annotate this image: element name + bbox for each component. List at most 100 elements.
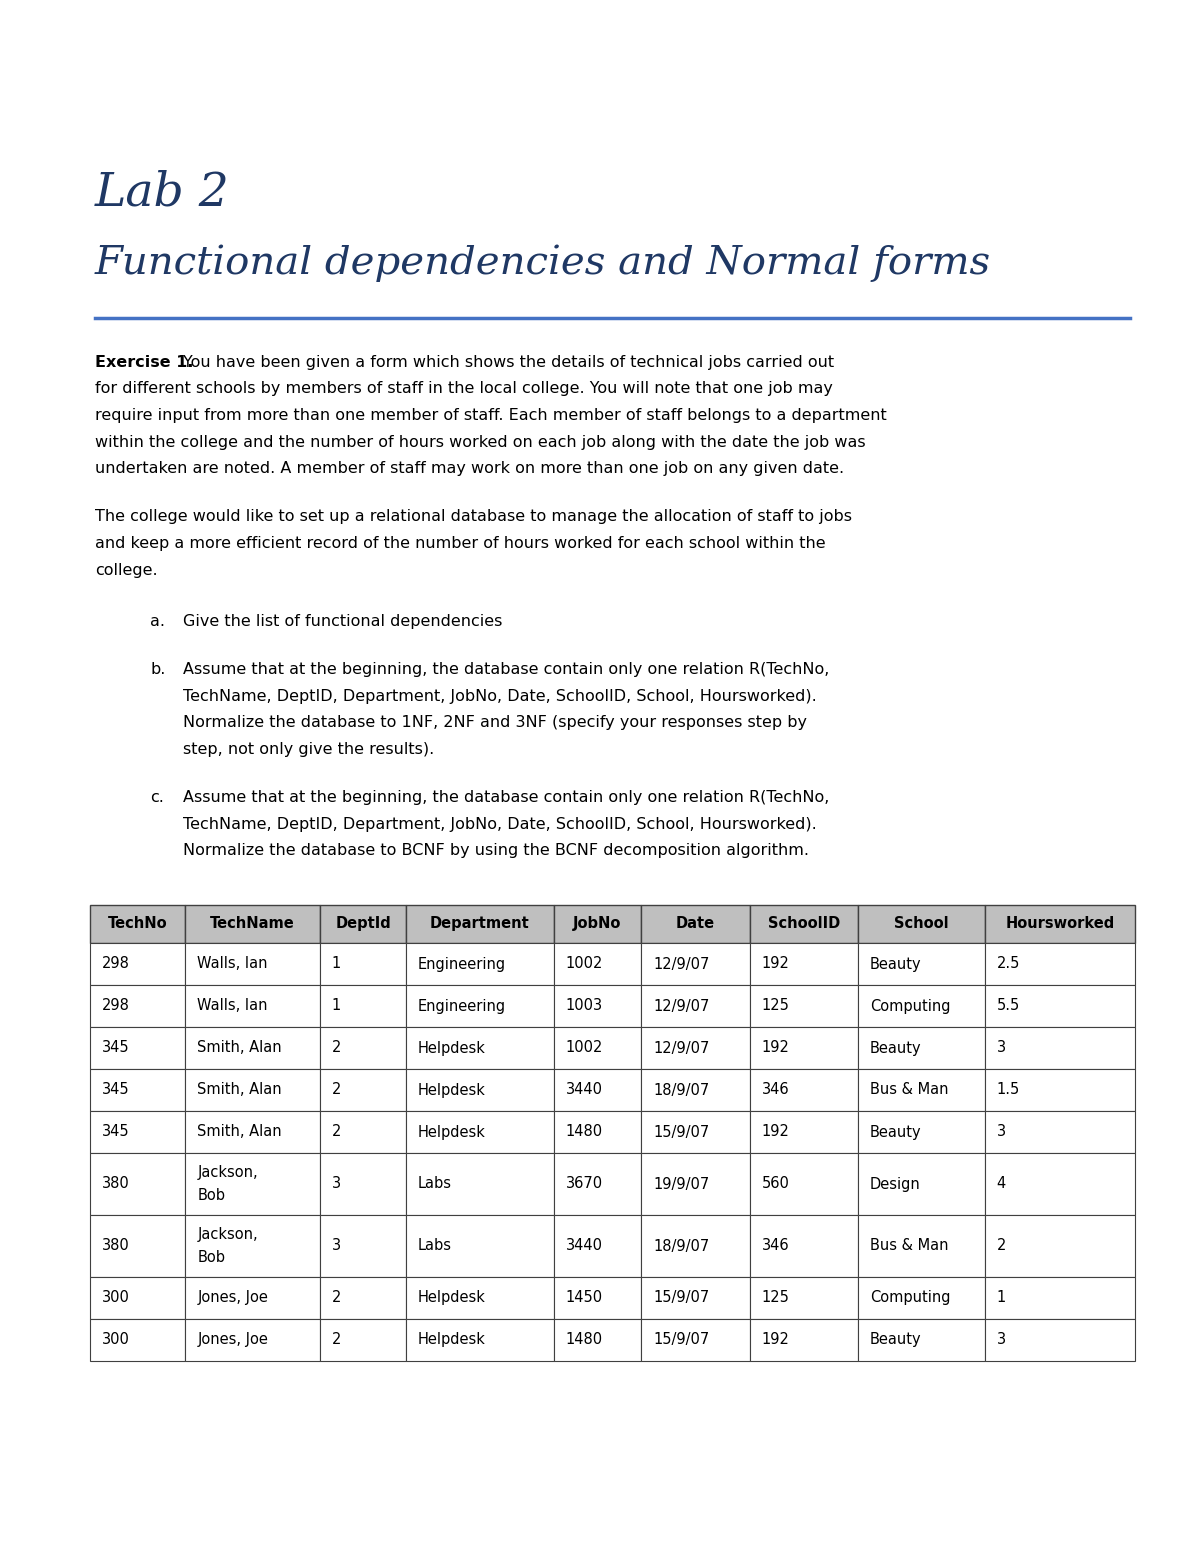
Text: Helpdesk: Helpdesk <box>418 1291 486 1306</box>
Text: 18/9/07: 18/9/07 <box>653 1082 709 1098</box>
Text: 12/9/07: 12/9/07 <box>653 957 709 972</box>
Bar <box>553 1110 641 1152</box>
Bar <box>750 1277 858 1318</box>
Bar <box>185 1027 320 1068</box>
Text: require input from more than one member of staff. Each member of staff belongs t: require input from more than one member … <box>95 408 887 422</box>
Text: Functional dependencies and Normal forms: Functional dependencies and Normal forms <box>95 245 991 283</box>
Bar <box>90 1277 185 1318</box>
Text: 125: 125 <box>762 999 790 1014</box>
Bar <box>90 1214 185 1277</box>
Bar <box>750 905 858 943</box>
Text: for different schools by members of staff in the local college. You will note th: for different schools by members of staf… <box>95 382 833 396</box>
Text: Design: Design <box>870 1177 920 1191</box>
Bar <box>406 985 553 1027</box>
Text: 300: 300 <box>102 1291 130 1306</box>
Bar <box>320 1152 406 1214</box>
Text: Department: Department <box>430 916 529 932</box>
Text: 4: 4 <box>997 1177 1006 1191</box>
Text: 1: 1 <box>997 1291 1006 1306</box>
Text: 192: 192 <box>762 1332 790 1348</box>
Text: 2: 2 <box>332 1041 341 1056</box>
Text: 345: 345 <box>102 1124 130 1140</box>
Bar <box>750 985 858 1027</box>
Text: Smith, Alan: Smith, Alan <box>197 1124 282 1140</box>
Text: 3440: 3440 <box>565 1082 602 1098</box>
Text: 15/9/07: 15/9/07 <box>653 1291 709 1306</box>
Text: Computing: Computing <box>870 999 950 1014</box>
Text: TechName: TechName <box>210 916 295 932</box>
Text: Jackson,: Jackson, <box>197 1165 258 1180</box>
Bar <box>185 985 320 1027</box>
Text: 560: 560 <box>762 1177 790 1191</box>
Bar <box>985 1214 1135 1277</box>
Bar <box>553 1318 641 1360</box>
Bar <box>858 985 985 1027</box>
Bar <box>641 1318 750 1360</box>
Bar <box>406 1214 553 1277</box>
Bar <box>553 905 641 943</box>
Bar <box>553 1277 641 1318</box>
Bar <box>858 1110 985 1152</box>
Bar <box>641 985 750 1027</box>
Bar <box>320 1110 406 1152</box>
Text: Smith, Alan: Smith, Alan <box>197 1082 282 1098</box>
Text: 345: 345 <box>102 1041 130 1056</box>
Text: 1002: 1002 <box>565 957 604 972</box>
Bar <box>985 943 1135 985</box>
Text: undertaken are noted. A member of staff may work on more than one job on any giv: undertaken are noted. A member of staff … <box>95 461 844 477</box>
Text: TechName, DeptID, Department, JobNo, Date, SchoolID, School, Hoursworked).: TechName, DeptID, Department, JobNo, Dat… <box>182 690 817 704</box>
Bar <box>320 1027 406 1068</box>
Text: Bus & Man: Bus & Man <box>870 1082 948 1098</box>
Bar <box>985 1152 1135 1214</box>
Bar <box>185 1110 320 1152</box>
Text: 15/9/07: 15/9/07 <box>653 1332 709 1348</box>
Text: 192: 192 <box>762 1124 790 1140</box>
Text: a.: a. <box>150 613 166 629</box>
Text: Engineering: Engineering <box>418 999 506 1014</box>
Text: You have been given a form which shows the details of technical jobs carried out: You have been given a form which shows t… <box>182 356 834 370</box>
Text: 5.5: 5.5 <box>997 999 1020 1014</box>
Text: 12/9/07: 12/9/07 <box>653 1041 709 1056</box>
Bar <box>406 1152 553 1214</box>
Text: 1002: 1002 <box>565 1041 604 1056</box>
Text: 1: 1 <box>332 957 341 972</box>
Bar <box>90 1068 185 1110</box>
Text: Jones, Joe: Jones, Joe <box>197 1291 269 1306</box>
Text: Bus & Man: Bus & Man <box>870 1238 948 1253</box>
Text: Jones, Joe: Jones, Joe <box>197 1332 269 1348</box>
Text: TechName, DeptID, Department, JobNo, Date, SchoolID, School, Hoursworked).: TechName, DeptID, Department, JobNo, Dat… <box>182 817 817 832</box>
Text: Labs: Labs <box>418 1177 452 1191</box>
Bar <box>858 1068 985 1110</box>
Text: JobNo: JobNo <box>574 916 622 932</box>
Bar <box>750 943 858 985</box>
Bar <box>90 1318 185 1360</box>
Bar <box>553 1068 641 1110</box>
Bar <box>641 943 750 985</box>
Bar <box>858 1027 985 1068</box>
Bar <box>858 1152 985 1214</box>
Text: 1450: 1450 <box>565 1291 602 1306</box>
Text: Normalize the database to BCNF by using the BCNF decomposition algorithm.: Normalize the database to BCNF by using … <box>182 843 809 859</box>
Text: TechNo: TechNo <box>108 916 168 932</box>
Text: college.: college. <box>95 562 157 578</box>
Text: Helpdesk: Helpdesk <box>418 1082 486 1098</box>
Bar <box>553 1152 641 1214</box>
Text: 3: 3 <box>997 1041 1006 1056</box>
Text: 12/9/07: 12/9/07 <box>653 999 709 1014</box>
Text: 18/9/07: 18/9/07 <box>653 1238 709 1253</box>
Text: Beauty: Beauty <box>870 1124 922 1140</box>
Text: Assume that at the beginning, the database contain only one relation R(TechNo,: Assume that at the beginning, the databa… <box>182 663 829 677</box>
Text: 2: 2 <box>332 1291 341 1306</box>
Text: 298: 298 <box>102 999 130 1014</box>
Text: Helpdesk: Helpdesk <box>418 1041 486 1056</box>
Text: Hoursworked: Hoursworked <box>1006 916 1115 932</box>
Bar <box>641 1277 750 1318</box>
Bar <box>406 905 553 943</box>
Text: Beauty: Beauty <box>870 1041 922 1056</box>
Text: DeptId: DeptId <box>335 916 391 932</box>
Text: 346: 346 <box>762 1082 790 1098</box>
Text: 2.5: 2.5 <box>997 957 1020 972</box>
Bar <box>553 1214 641 1277</box>
Text: Helpdesk: Helpdesk <box>418 1124 486 1140</box>
Text: Walls, Ian: Walls, Ian <box>197 999 268 1014</box>
